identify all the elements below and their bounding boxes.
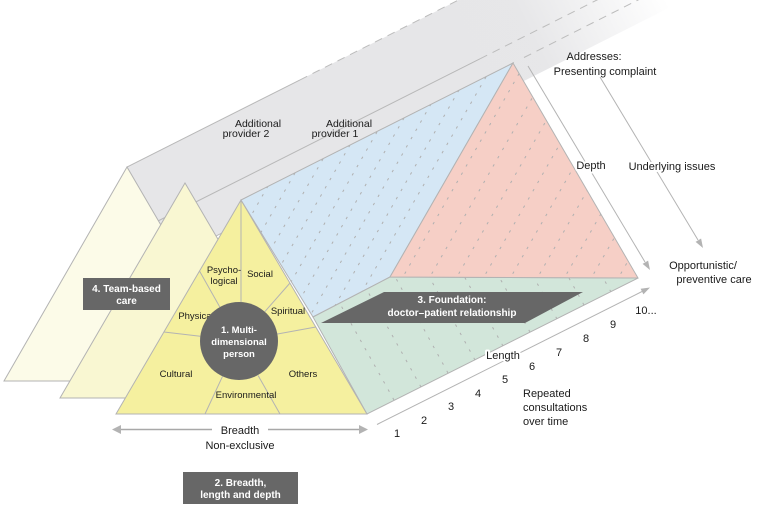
depth-arrow-2-line [599,76,699,241]
segment-label-physical: Physical [178,311,213,322]
tick-label-1: 1 [394,428,400,440]
breadth-box-label-line2: length and depth [200,490,281,501]
breadth-box-label-line1: 2. Breadth, [215,478,267,489]
team-care-label-line2: care [116,296,137,307]
tick-label-2: 2 [421,415,427,427]
depth-axis-annotations: Addresses: Presenting complaint Depth Un… [527,51,752,286]
breadth-arrowhead-left [112,425,121,434]
segment-label-spiritual: Spiritual [271,306,305,317]
addresses-label-line1: Addresses: [566,51,621,63]
team-care-box: 4. Team-based care [83,278,170,310]
additional-provider2-line2: provider 2 [223,128,270,140]
length-axis-arrowhead [640,287,650,295]
segment-label-psychological-line1: Psycho- [207,265,241,276]
tick-label-10: 10... [635,305,656,317]
breadth-label: Breadth [221,425,260,437]
depth-arrow-1-head [642,260,650,270]
foundation-label-line1: 3. Foundation: [418,295,487,306]
consultations-caption-line3: over time [523,416,568,428]
pink-end-face [389,62,639,279]
tick-label-7: 7 [556,347,562,359]
circle-label-line3: person [223,349,255,360]
tick-label-4: 4 [475,388,481,400]
roof-top-edge [126,79,301,168]
additional-provider1-line1: Additional [326,118,372,130]
length-axis-line [376,290,644,425]
breadth-axis: Breadth Non-exclusive [112,425,368,452]
addresses-label-line2: Presenting complaint [554,66,657,78]
segment-label-social: Social [247,269,273,280]
multidimensional-person-circle: 1. Multi- dimensional person [200,302,278,380]
team-care-label-line1: 4. Team-based [92,284,161,295]
roof-top-edge-dashes [299,0,460,81]
tick-label-5: 5 [502,374,508,386]
depth-arrow-1-line [527,65,646,263]
tick-label-8: 8 [583,333,589,345]
tick-label-9: 9 [610,319,616,331]
roof-boundary-line [153,58,481,224]
length-label: Length [486,350,520,362]
depth-arrow-2-head [695,238,703,248]
consultations-caption-line1: Repeated [523,388,571,400]
underlying-issues-label: Underlying issues [629,161,716,173]
tick-label-3: 3 [448,401,454,413]
breadth-length-depth-box: 2. Breadth, length and depth [183,472,298,504]
additional-provider2-line1: Additional [235,118,281,130]
person-segment-lines [163,200,316,415]
segment-label-others: Others [289,369,318,380]
segment-label-environmental: Environmental [216,390,277,401]
non-exclusive-label: Non-exclusive [205,440,274,452]
additional-provider1-line2: provider 1 [312,128,359,140]
depth-label: Depth [576,160,605,172]
foundation-bar: 3. Foundation: doctor–patient relationsh… [321,292,583,323]
segment-label-cultural: Cultural [160,369,193,380]
tick-label-6: 6 [529,361,535,373]
opportunistic-label-line1: Opportunistic/ [669,260,738,272]
consultations-caption-line2: consultations [523,402,588,414]
person-segment-labels: Psycho- logical Social Spiritual Physica… [160,265,318,401]
foundation-label-line2: doctor–patient relationship [388,308,517,319]
length-axis: 1 2 3 4 5 6 7 8 9 10... Length Repeated … [376,287,657,440]
opportunistic-label-line2: preventive care [676,274,751,286]
segment-label-psychological-line2: logical [211,276,238,287]
roof-provider-labels: Additional provider 2 Additional provide… [223,118,372,140]
circle-label-line2: dimensional [211,337,266,348]
breadth-arrowhead-right [359,425,368,434]
circle-label-line1: 1. Multi- [221,325,257,336]
